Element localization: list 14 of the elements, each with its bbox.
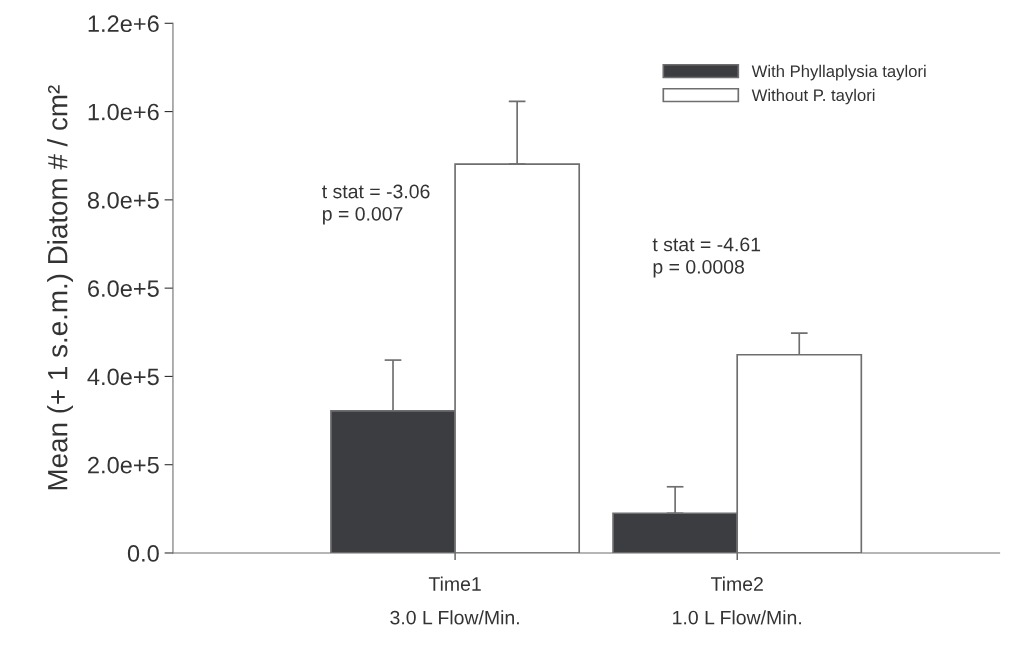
y-tick-label: 2.0e+5 — [88, 456, 159, 474]
x-tick-label: Time1 3.0 L Flow/Min. — [390, 576, 519, 625]
legend-label: Without P. taylori — [751, 88, 875, 105]
y-tick-label: 1.0e+6 — [88, 103, 159, 121]
x-tick-label: Time2 1.0 L Flow/Min. — [673, 576, 801, 625]
y-tick-label: 8.0e+5 — [87, 191, 159, 209]
annotation: t stat = -4.61 p = 0.0008 — [652, 237, 761, 278]
annotation: t stat = -3.06 p = 0.007 — [322, 184, 430, 225]
y-tick-label: 4.0e+5 — [87, 368, 159, 386]
y-axis-title: Mean (+ 1 s.e.m.) Diatom # / cm² — [47, 85, 73, 490]
y-tick-label: 6.0e+5 — [88, 280, 159, 297]
legend-label: With Phyllaplysia taylori — [751, 64, 926, 81]
y-tick-label: 1.2e+6 — [88, 15, 159, 33]
y-tick-label: 0.0 — [127, 545, 159, 562]
